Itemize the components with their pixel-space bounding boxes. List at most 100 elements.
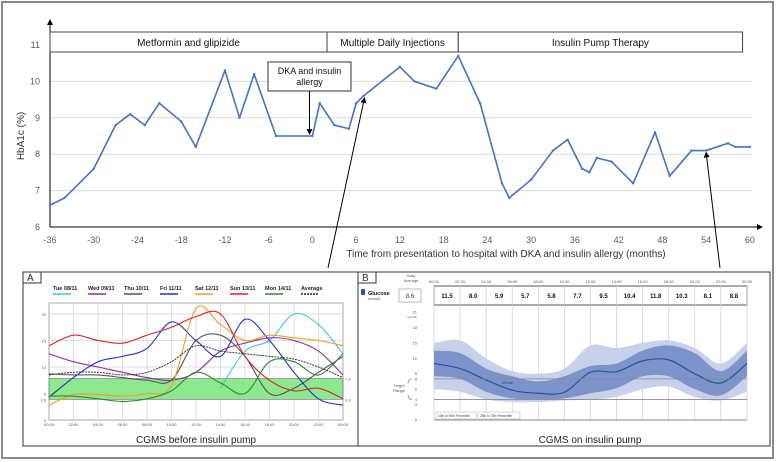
time-label: 18:00	[664, 279, 675, 284]
y-tick-label: 3.9	[40, 397, 46, 402]
x-tick-label: 14:00	[215, 422, 226, 427]
legend-label: Fri 11/11	[160, 286, 182, 292]
time-label: 16:00	[638, 279, 649, 284]
y-tick-label: 0	[44, 418, 47, 423]
data-point	[318, 102, 321, 105]
time-label: 06:00	[507, 279, 518, 284]
data-point	[92, 167, 95, 170]
x-axis-title: Time from presentation to hospital with …	[346, 249, 665, 260]
x-tick-label: 36	[570, 235, 580, 245]
data-point	[632, 182, 635, 185]
y-tick-label: 15	[42, 339, 47, 344]
data-point	[748, 145, 752, 149]
data-point	[48, 203, 52, 207]
period-average-value: 8.0	[469, 294, 478, 300]
legend-outer-box	[435, 411, 477, 420]
x-tick-label: 24	[482, 235, 492, 245]
y-tick-label: 8	[35, 149, 40, 159]
data-point	[362, 94, 365, 98]
period-average-value: 11.8	[650, 294, 662, 300]
data-point	[311, 134, 314, 138]
data-point	[114, 123, 117, 127]
x-tick-label: 12	[395, 235, 405, 245]
period-average-value: 10.3	[676, 294, 688, 300]
data-point	[223, 69, 227, 72]
data-point	[63, 196, 66, 200]
data-point	[435, 87, 438, 90]
y-unit-label: mmol/L	[407, 315, 417, 319]
legend-inner-box	[477, 411, 521, 420]
daily-average-label: Daily	[407, 273, 416, 278]
target-range-label: Range	[393, 388, 406, 393]
y-tick-label: 10	[42, 365, 47, 370]
x-tick-label: 10:00	[166, 422, 177, 427]
time-label: 22:00	[716, 279, 727, 284]
x-tick-label: 04:00	[93, 422, 104, 427]
data-point	[595, 156, 598, 160]
phase-label: Metformin and glipizide	[137, 38, 240, 49]
period-average-value: 5.8	[547, 294, 556, 300]
data-point	[726, 142, 730, 145]
x-tick-label: 60	[745, 235, 755, 245]
x-tick-label: 42	[614, 235, 624, 245]
target-range-band	[48, 378, 344, 400]
period-average-value: 7.7	[573, 294, 582, 300]
x-tick-label: 00:00	[44, 422, 55, 427]
panel-b-label: B	[362, 273, 369, 284]
data-point	[398, 65, 402, 69]
phase-label: Multiple Daily Injections	[340, 38, 445, 49]
x-tick-label: -24	[131, 235, 144, 245]
data-point	[238, 116, 241, 120]
y-tick-label: 15	[413, 340, 418, 345]
data-point	[734, 145, 737, 149]
data-point	[128, 112, 132, 116]
series-line-average	[48, 345, 344, 379]
data-point	[158, 102, 161, 105]
series-line-sun	[48, 310, 344, 400]
x-tick-label: 00:00	[338, 422, 349, 427]
y-tick-label: 21	[413, 310, 418, 315]
time-label: 12:00	[585, 279, 596, 284]
data-point	[610, 160, 613, 163]
data-point	[478, 102, 482, 105]
data-point	[354, 102, 358, 105]
time-label: 08:00	[533, 279, 544, 284]
legend-label: Mon 14/11	[265, 286, 291, 292]
time-label: 02:00	[455, 279, 466, 284]
panel-a-label: A	[27, 273, 34, 284]
x-tick-label: 02:00	[68, 422, 79, 427]
x-tick-label: 16:00	[240, 422, 251, 427]
panel-a: A CGMS before insulin pump Tue 08/11 Wed …	[22, 271, 359, 447]
y-tick-label: 6	[35, 222, 40, 232]
glucose-icon	[361, 289, 365, 295]
daily-average-box	[398, 288, 422, 303]
period-average-value: 11.5	[441, 294, 453, 300]
y-tick-label: 0	[415, 418, 418, 423]
data-point	[333, 123, 336, 127]
y-tick-label: 12	[413, 356, 418, 361]
y-tick-label: 6	[415, 387, 418, 392]
time-label: 20:00	[690, 279, 701, 284]
median-label: Median	[502, 381, 514, 385]
y-tick-label: 20	[42, 312, 47, 317]
x-tick-label: -18	[175, 235, 188, 245]
x-tick-label: 54	[701, 235, 711, 245]
y-tick-label: 5	[44, 392, 47, 397]
y-tick-label: 18	[413, 325, 418, 330]
y-tick-label: 8	[415, 376, 418, 381]
period-average-value: 8.8	[730, 294, 739, 300]
data-point	[704, 149, 708, 152]
period-average-value: 10.4	[624, 294, 636, 300]
legend-outer-label: 10th to 90th Percentile	[438, 414, 470, 418]
time-label: 14:00	[612, 279, 623, 284]
panel-b: B CGMS on insulin pump Glucosemmol/LDail…	[357, 271, 771, 447]
y-tick-label: 11	[31, 40, 40, 50]
legend-label: Wed 09/11	[88, 286, 115, 292]
data-point	[668, 174, 671, 178]
unit-label: mmol/L	[368, 296, 382, 301]
period-average-value: 5.7	[521, 294, 530, 300]
arrow-panel-a-to-chart	[327, 96, 367, 269]
x-tick-label: 18:00	[264, 422, 275, 427]
legend-label: Sun 13/11	[230, 286, 255, 292]
data-point	[347, 127, 351, 130]
